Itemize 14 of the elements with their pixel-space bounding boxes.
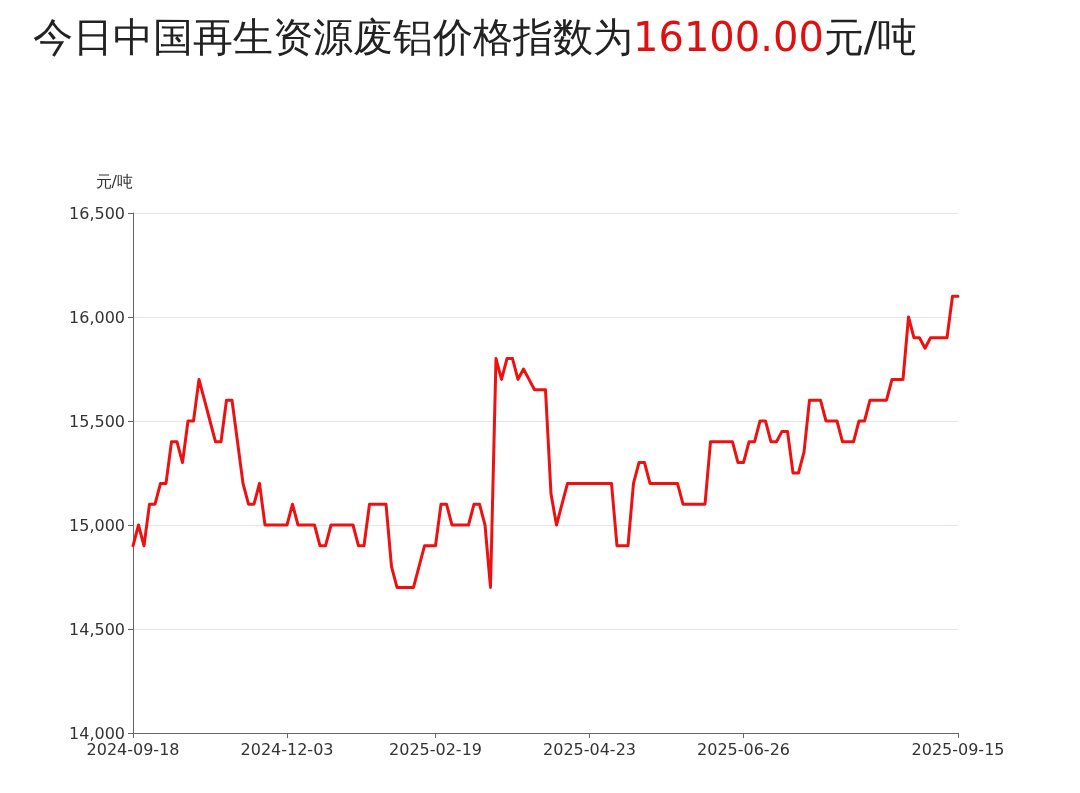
y-tick-label: 15,500 (69, 411, 125, 431)
y-tick-label: 15,000 (69, 515, 125, 535)
y-tick-label: 14,500 (69, 619, 125, 639)
x-tick-label: 2025-04-23 (543, 739, 636, 759)
x-tick-label: 2025-09-15 (911, 739, 1005, 759)
x-tick-label: 2025-06-26 (697, 739, 790, 759)
chart-title: 今日中国再生资源废铝价格指数为16100.00元/吨 (33, 14, 918, 60)
x-tick-label: 2024-12-03 (240, 739, 334, 759)
x-tick-label: 2025-02-19 (389, 739, 482, 759)
y-axis-title: 元/吨 (95, 171, 133, 191)
y-tick-label: 16,000 (69, 307, 125, 327)
line-series (131, 294, 960, 589)
y-tick-label: 14,000 (69, 723, 125, 743)
y-tick-label: 16,500 (69, 203, 125, 223)
